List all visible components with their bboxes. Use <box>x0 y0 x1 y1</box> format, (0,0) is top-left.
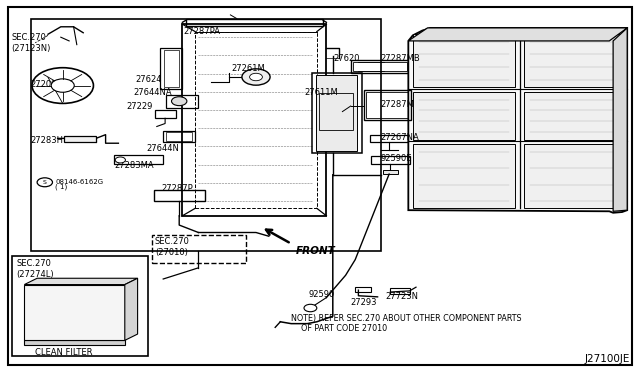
Polygon shape <box>408 28 627 41</box>
Text: 27723N: 27723N <box>385 292 419 301</box>
Text: 27624: 27624 <box>136 75 162 84</box>
Bar <box>316 75 357 151</box>
Bar <box>164 50 179 87</box>
Bar <box>160 48 182 89</box>
Bar <box>413 34 515 87</box>
Polygon shape <box>24 340 125 345</box>
Bar <box>186 19 323 26</box>
Polygon shape <box>24 285 125 340</box>
Bar <box>166 132 192 141</box>
Bar <box>12 256 148 356</box>
Text: SEC.270
(27274L): SEC.270 (27274L) <box>17 259 54 279</box>
Bar <box>355 287 371 292</box>
Polygon shape <box>125 278 138 340</box>
Text: 27283MA: 27283MA <box>114 161 154 170</box>
Text: 27229: 27229 <box>126 102 152 110</box>
Circle shape <box>304 304 317 312</box>
Bar <box>182 24 326 216</box>
Bar <box>152 235 246 263</box>
Bar <box>524 92 620 140</box>
Text: 27209: 27209 <box>31 80 57 89</box>
Circle shape <box>250 73 262 81</box>
Bar <box>366 92 408 118</box>
Bar <box>31 19 381 251</box>
Text: 27287MB: 27287MB <box>381 54 420 63</box>
Text: J27100JE: J27100JE <box>584 354 630 364</box>
Bar <box>524 144 620 208</box>
Bar <box>524 34 620 87</box>
Bar <box>195 32 317 208</box>
Bar <box>413 144 515 208</box>
Bar <box>166 95 198 108</box>
Bar <box>390 288 410 294</box>
Text: 92590: 92590 <box>308 290 335 299</box>
Bar <box>383 170 398 174</box>
Text: 27267NA: 27267NA <box>381 133 420 142</box>
Circle shape <box>37 178 52 187</box>
Text: 27644NA: 27644NA <box>133 88 172 97</box>
Bar <box>312 73 362 153</box>
Text: S: S <box>43 180 47 185</box>
Bar <box>64 136 96 142</box>
Text: FRONT: FRONT <box>296 246 335 256</box>
Bar <box>154 190 205 201</box>
Bar <box>370 135 408 142</box>
Text: SEC.270
(27010): SEC.270 (27010) <box>155 237 189 257</box>
Text: 92590E: 92590E <box>381 154 412 163</box>
Polygon shape <box>408 28 627 213</box>
Text: 08146-6162G: 08146-6162G <box>55 179 103 185</box>
Bar <box>364 90 411 120</box>
Text: 27261M: 27261M <box>232 64 266 73</box>
Polygon shape <box>613 28 627 211</box>
Bar <box>351 60 410 73</box>
Text: 27611M: 27611M <box>305 88 339 97</box>
Text: NOTE) REFER SEC.270 ABOUT OTHER COMPONENT PARTS
    OF PART CODE 27010: NOTE) REFER SEC.270 ABOUT OTHER COMPONEN… <box>291 314 522 333</box>
Text: SEC.270
(27123N): SEC.270 (27123N) <box>12 33 51 53</box>
Text: 27283H: 27283H <box>31 136 64 145</box>
Text: ( 1): ( 1) <box>55 183 67 190</box>
Circle shape <box>242 69 270 85</box>
Bar <box>353 62 407 71</box>
Text: 27293: 27293 <box>351 298 377 307</box>
Circle shape <box>115 157 125 163</box>
Bar <box>413 92 515 140</box>
Bar <box>371 156 410 164</box>
Text: 27287PA: 27287PA <box>183 27 220 36</box>
Text: 27287M: 27287M <box>381 100 415 109</box>
Circle shape <box>172 97 187 106</box>
Bar <box>155 110 176 118</box>
Text: 27644N: 27644N <box>146 144 179 153</box>
Text: CLEAN FILTER: CLEAN FILTER <box>35 348 93 357</box>
Bar <box>114 155 163 164</box>
Polygon shape <box>24 278 138 285</box>
Text: 27620: 27620 <box>333 54 360 63</box>
Bar <box>163 131 195 142</box>
Circle shape <box>51 79 74 92</box>
Bar <box>319 93 353 130</box>
Text: 27287P: 27287P <box>161 185 193 193</box>
